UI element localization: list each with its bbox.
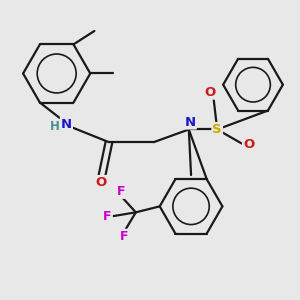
Text: F: F (120, 230, 129, 243)
Text: F: F (117, 185, 125, 198)
Text: O: O (96, 176, 107, 189)
Text: H: H (50, 120, 60, 133)
Text: N: N (185, 116, 196, 128)
Text: N: N (61, 118, 72, 131)
Text: O: O (205, 85, 216, 99)
Text: F: F (103, 210, 112, 223)
Text: O: O (243, 138, 254, 151)
Text: S: S (212, 123, 222, 136)
